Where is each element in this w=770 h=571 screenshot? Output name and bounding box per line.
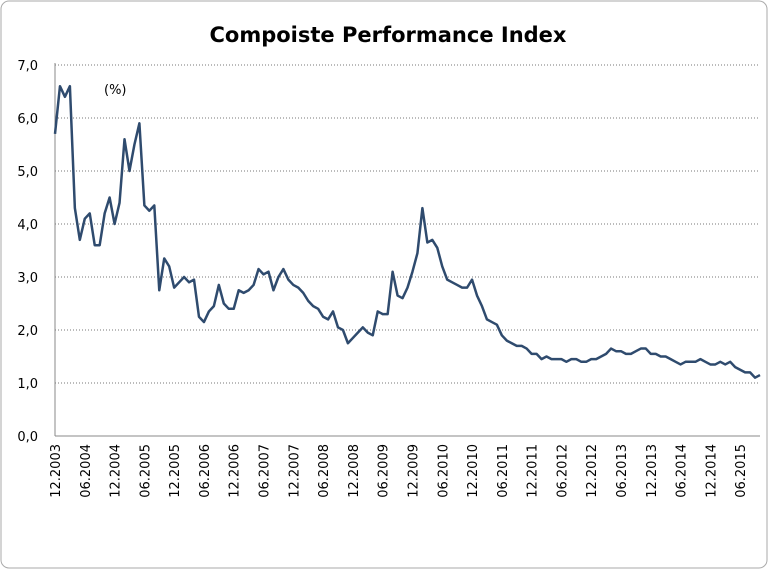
x-tick-label: 06.2009 (377, 444, 392, 498)
chart-subtitle: (%) (104, 83, 127, 98)
y-tick-label: 0,0 (17, 430, 38, 445)
y-tick-label: 6,0 (17, 112, 38, 127)
y-tick-label: 4,0 (17, 218, 38, 233)
x-tick-label: 06.2006 (198, 444, 213, 498)
chart-title: Compoiste Performance Index (210, 23, 567, 47)
x-tick-label: 12.2013 (645, 444, 660, 498)
x-tick-label: 12.2010 (466, 444, 481, 498)
x-tick-label: 06.2012 (555, 444, 570, 498)
y-tick-label: 1,0 (17, 377, 38, 392)
y-tick-label: 7,0 (17, 59, 38, 74)
x-tick-label: 06.2005 (138, 444, 153, 498)
x-tick-label: 12.2012 (585, 444, 600, 498)
x-tick-label: 06.2013 (615, 444, 630, 498)
x-tick-label: 12.2003 (49, 444, 64, 498)
x-tick-label: 12.2008 (347, 444, 362, 498)
x-tick-label: 06.2014 (675, 444, 690, 498)
x-tick-label: 12.2006 (228, 444, 243, 498)
y-tick-label: 5,0 (17, 165, 38, 180)
y-tick-label: 2,0 (17, 324, 38, 339)
x-tick-label: 06.2010 (436, 444, 451, 498)
x-tick-label: 12.2009 (406, 444, 421, 498)
x-tick-label: 12.2011 (526, 444, 541, 498)
y-tick-label: 3,0 (17, 271, 38, 286)
x-tick-label: 12.2005 (168, 444, 183, 498)
x-tick-label: 12.2004 (109, 444, 124, 498)
x-tick-label: 06.2008 (317, 444, 332, 498)
x-tick-label: 06.2011 (496, 444, 511, 498)
x-tick-label: 06.2015 (734, 444, 749, 498)
x-tick-label: 06.2004 (79, 444, 94, 498)
data-line (53, 84, 761, 379)
x-tick-label: 12.2014 (704, 444, 719, 498)
x-tick-label: 12.2007 (287, 444, 302, 498)
x-tick-label: 06.2007 (258, 444, 273, 498)
